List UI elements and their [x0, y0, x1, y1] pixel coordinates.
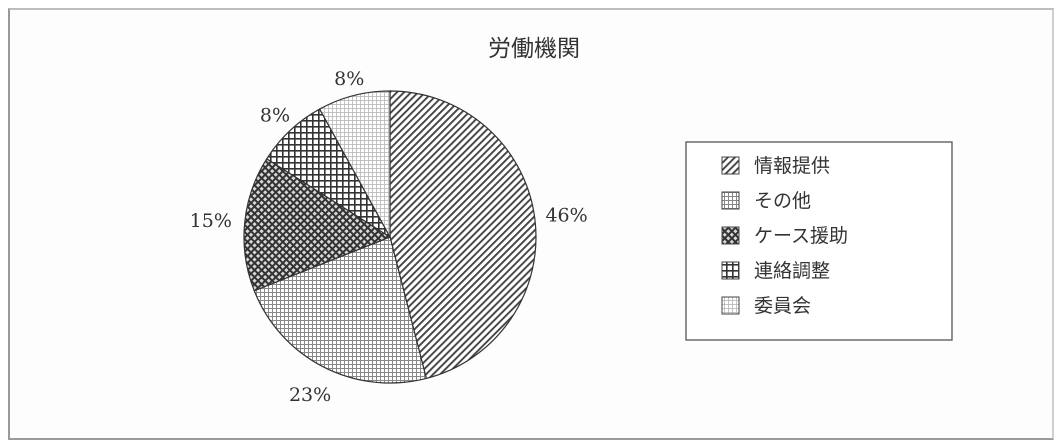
legend-label-5: 委員会	[754, 295, 811, 317]
pie-slice-1	[389, 90, 537, 380]
legend-label-1: 情報提供	[754, 155, 830, 177]
legend-swatch-3	[721, 226, 740, 245]
legend-label-4: 連絡調整	[754, 260, 830, 282]
pie-slice-2	[253, 236, 428, 384]
legend-label-3: ケース援助	[754, 225, 848, 247]
pie-slices	[243, 90, 537, 384]
pie-label-3: 15%	[190, 210, 232, 232]
legend-swatch-1	[721, 156, 740, 175]
pie-slice-3	[243, 157, 392, 292]
pie-label-4: 8%	[260, 105, 290, 127]
legend-swatch-4	[721, 261, 740, 280]
legend-label-2: その他	[754, 190, 811, 212]
legend-swatch-2	[721, 191, 740, 210]
pie-label-1: 46%	[545, 205, 587, 227]
pie-slice-5	[318, 90, 391, 238]
pie-value-labels: 46% 23% 15% 8% 8%	[190, 68, 588, 406]
pie-label-5: 8%	[334, 68, 364, 90]
legend-swatch-5	[721, 296, 740, 315]
chart-title: 労働機関	[488, 36, 580, 62]
pie-label-2: 23%	[289, 384, 331, 406]
